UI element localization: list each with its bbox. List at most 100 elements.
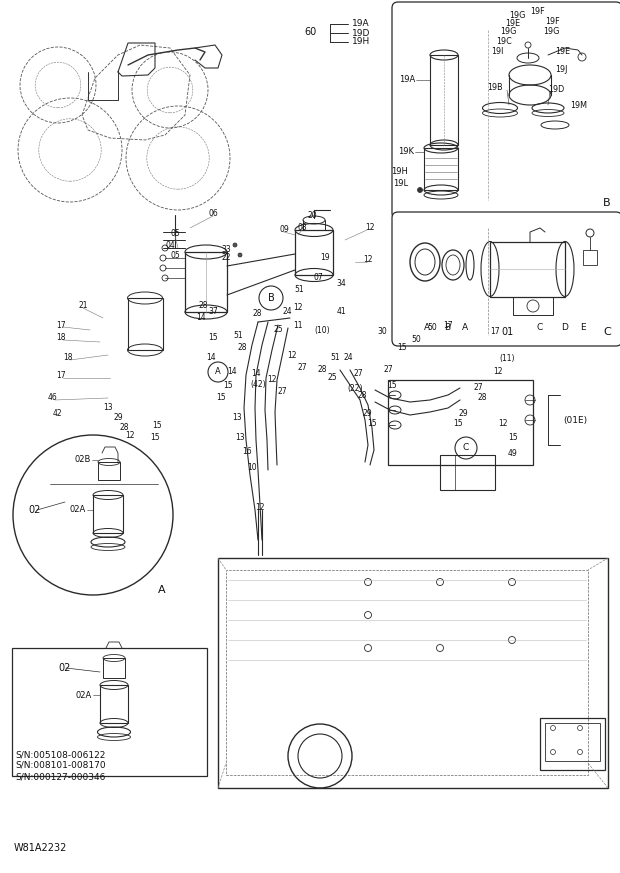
- Text: (11): (11): [499, 354, 515, 362]
- Text: 19F: 19F: [545, 17, 560, 26]
- Text: 21: 21: [78, 300, 88, 310]
- Text: 05: 05: [170, 251, 180, 260]
- Text: 25: 25: [327, 374, 337, 382]
- Text: B: B: [444, 324, 450, 333]
- Bar: [540, 718, 605, 770]
- Text: 13: 13: [232, 414, 242, 423]
- Text: (01E): (01E): [563, 416, 587, 424]
- Text: 15: 15: [387, 381, 397, 389]
- Text: 42: 42: [52, 409, 62, 417]
- Text: 19A: 19A: [352, 19, 370, 29]
- Circle shape: [417, 188, 422, 193]
- Text: 15: 15: [152, 421, 162, 430]
- Text: 10: 10: [247, 463, 257, 471]
- Text: E: E: [580, 324, 586, 333]
- Text: 02A: 02A: [76, 691, 92, 699]
- Text: 19B: 19B: [487, 84, 503, 93]
- Text: W81A2232: W81A2232: [14, 843, 68, 853]
- Text: 12: 12: [125, 431, 135, 441]
- Bar: [93, 495, 123, 533]
- Text: 17: 17: [443, 320, 453, 329]
- Text: 51: 51: [330, 354, 340, 362]
- Text: C: C: [603, 327, 611, 337]
- Text: 19G: 19G: [509, 11, 525, 20]
- Text: B: B: [268, 293, 275, 303]
- Text: C: C: [537, 324, 543, 333]
- Text: 09: 09: [279, 225, 289, 235]
- Text: 15: 15: [453, 418, 463, 428]
- Text: 17: 17: [56, 320, 66, 329]
- Text: 19J: 19J: [555, 65, 567, 74]
- Bar: [226, 570, 588, 775]
- Text: (22): (22): [347, 383, 363, 393]
- Text: 02: 02: [28, 505, 40, 515]
- Text: 12: 12: [365, 223, 374, 232]
- Text: 19C: 19C: [496, 38, 511, 46]
- Text: 15: 15: [367, 418, 377, 428]
- Text: 29: 29: [113, 414, 123, 423]
- Text: 02: 02: [58, 663, 71, 673]
- Text: A: A: [158, 585, 166, 595]
- Text: 13: 13: [235, 434, 245, 443]
- Bar: [12, 648, 207, 776]
- Bar: [388, 380, 533, 465]
- Text: 19M: 19M: [570, 100, 587, 109]
- Text: 33: 33: [221, 245, 231, 255]
- Bar: [490, 242, 565, 297]
- Text: 12: 12: [255, 503, 265, 512]
- Text: 51: 51: [294, 285, 304, 294]
- Text: 28: 28: [252, 308, 262, 318]
- Text: 19A: 19A: [399, 75, 415, 85]
- Text: 15: 15: [216, 393, 226, 402]
- Text: 18: 18: [56, 333, 66, 342]
- Text: 30: 30: [377, 327, 387, 336]
- Bar: [430, 55, 458, 145]
- Text: 12: 12: [363, 256, 373, 265]
- Text: 24: 24: [282, 307, 292, 317]
- Text: 19D: 19D: [548, 86, 564, 94]
- Bar: [424, 148, 458, 190]
- Text: 14: 14: [206, 354, 216, 362]
- Text: 34: 34: [336, 278, 346, 287]
- Text: 27: 27: [353, 368, 363, 377]
- Bar: [440, 455, 495, 490]
- Text: 19E: 19E: [505, 19, 520, 29]
- Text: 46: 46: [48, 394, 58, 402]
- Text: 15: 15: [208, 333, 218, 342]
- Bar: [128, 298, 163, 350]
- Text: C: C: [463, 443, 469, 452]
- Text: 07: 07: [313, 273, 323, 283]
- Text: 02B: 02B: [74, 456, 91, 464]
- Text: S/N:005108-006122: S/N:005108-006122: [15, 750, 105, 759]
- Text: 51: 51: [233, 331, 243, 340]
- Bar: [185, 252, 227, 312]
- Text: B: B: [603, 198, 611, 208]
- Text: 29: 29: [362, 409, 372, 417]
- Text: 28: 28: [357, 390, 367, 400]
- Text: 19D: 19D: [352, 29, 370, 38]
- Text: 15: 15: [150, 432, 160, 442]
- Bar: [295, 230, 333, 275]
- Text: 18: 18: [63, 354, 73, 362]
- Text: D: D: [562, 324, 569, 333]
- Bar: [100, 685, 128, 723]
- Text: 12: 12: [287, 350, 297, 360]
- Text: 19E: 19E: [555, 47, 570, 57]
- Bar: [583, 250, 597, 265]
- Text: (10): (10): [314, 326, 330, 334]
- Text: 27: 27: [297, 362, 307, 372]
- Text: 27: 27: [277, 388, 287, 396]
- Text: 28: 28: [317, 366, 327, 375]
- Text: 49: 49: [508, 449, 518, 457]
- Text: 11: 11: [293, 320, 303, 329]
- Text: 19H: 19H: [352, 38, 370, 46]
- Text: 15: 15: [397, 343, 407, 353]
- Text: 12: 12: [494, 368, 503, 376]
- Text: 13: 13: [103, 402, 113, 411]
- Text: 14: 14: [196, 313, 206, 321]
- Text: 50: 50: [427, 324, 437, 333]
- Bar: [98, 462, 120, 480]
- Bar: [545, 723, 600, 761]
- Text: 24: 24: [343, 354, 353, 362]
- Bar: [513, 297, 553, 315]
